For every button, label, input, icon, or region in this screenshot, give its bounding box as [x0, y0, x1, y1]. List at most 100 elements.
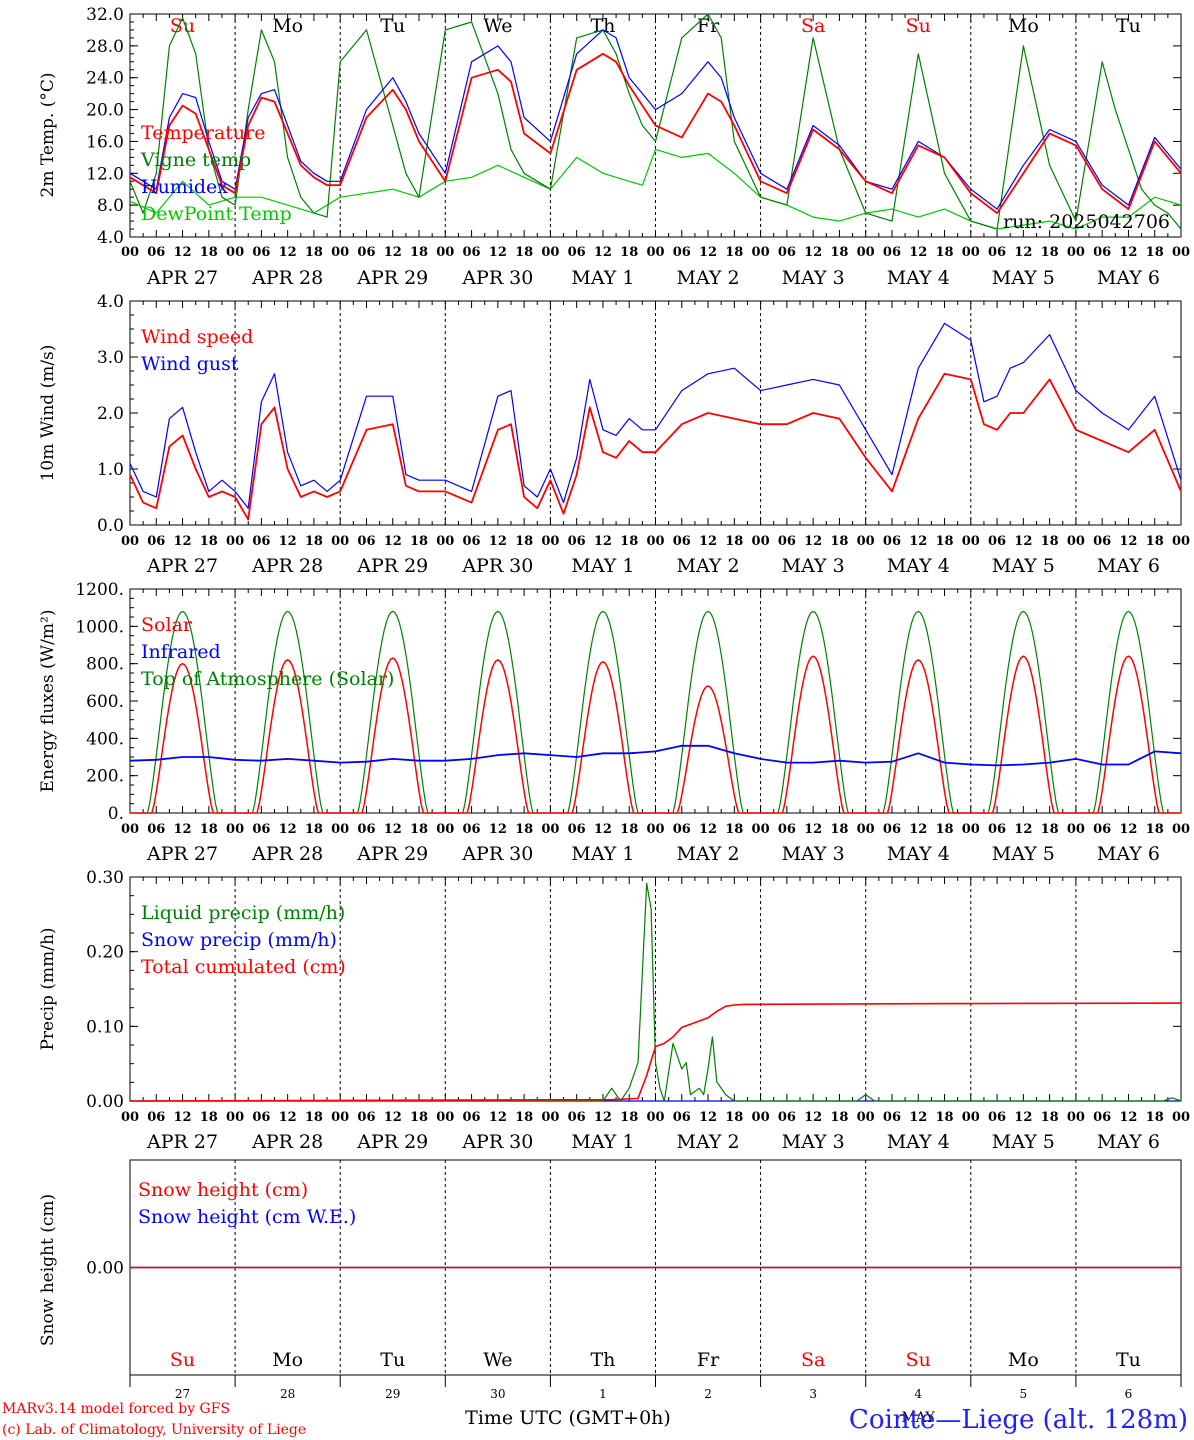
legend-entry: Total cumulated (cm): [141, 956, 346, 978]
bottom-day-number: 28: [280, 1387, 295, 1401]
x-hour-label: 00: [646, 534, 664, 549]
x-hour-label: 12: [489, 245, 507, 260]
x-hour-label: 18: [305, 1110, 323, 1125]
x-hour-label: 18: [620, 534, 638, 549]
x-hour-label: 18: [515, 822, 533, 837]
x-hour-label: 12: [174, 245, 192, 260]
x-hour-label: 12: [804, 1110, 822, 1125]
y-tick-label: 0.00: [86, 1092, 124, 1112]
bottom-day-number: 3: [809, 1387, 817, 1401]
x-hour-label: 18: [620, 822, 638, 837]
x-hour-label: 06: [568, 1110, 586, 1125]
x-hour-label: 18: [305, 534, 323, 549]
x-date-label: MAY 4: [887, 267, 950, 289]
x-hour-label: 00: [1067, 245, 1085, 260]
x-date-label: MAY 4: [887, 843, 950, 865]
x-hour-label: 00: [121, 245, 139, 260]
x-date-label: MAY 5: [992, 1131, 1055, 1153]
y-axis-label: Energy fluxes (W/m²): [38, 610, 58, 793]
x-hour-label: 06: [147, 534, 165, 549]
y-axis-label: 10m Wind (m/s): [38, 345, 58, 482]
x-hour-label: 18: [305, 245, 323, 260]
y-tick-label: 12.0: [86, 164, 124, 184]
bottom-day-abbr: Fr: [697, 1349, 720, 1371]
x-hour-label: 00: [331, 245, 349, 260]
x-hour-label: 12: [909, 1110, 927, 1125]
x-hour-label: 00: [226, 822, 244, 837]
x-hour-label: 18: [410, 534, 428, 549]
x-hour-label: 18: [620, 1110, 638, 1125]
series-solar: [130, 655, 1181, 814]
x-hour-label: 06: [357, 534, 375, 549]
x-hour-label: 12: [699, 1110, 717, 1125]
x-hour-label: 18: [1041, 822, 1059, 837]
x-hour-label: 18: [935, 534, 953, 549]
x-date-label: MAY 1: [571, 843, 634, 865]
x-hour-label: 12: [489, 822, 507, 837]
x-date-label: APR 29: [356, 555, 428, 577]
x-hour-label: 06: [252, 822, 270, 837]
x-hour-label: 06: [252, 245, 270, 260]
x-hour-label: 12: [1119, 245, 1137, 260]
x-hour-label: 12: [699, 245, 717, 260]
x-hour-label: 18: [410, 822, 428, 837]
x-date-label: APR 28: [251, 843, 323, 865]
x-hour-label: 06: [252, 1110, 270, 1125]
legend-entry: Wind speed: [141, 326, 253, 348]
day-abbr-label: Th: [590, 15, 615, 37]
x-hour-label: 00: [646, 822, 664, 837]
x-date-label: MAY 5: [992, 843, 1055, 865]
x-hour-label: 06: [673, 822, 691, 837]
x-hour-label: 12: [1014, 534, 1032, 549]
x-hour-label: 06: [673, 534, 691, 549]
x-date-label: APR 29: [356, 267, 428, 289]
x-hour-label: 12: [594, 1110, 612, 1125]
x-date-label: APR 27: [146, 1131, 218, 1153]
day-abbr-label: Tu: [1116, 15, 1141, 37]
x-hour-label: 06: [568, 245, 586, 260]
bottom-day-abbr: Sa: [801, 1349, 825, 1371]
bottom-day-number: 6: [1125, 1387, 1133, 1401]
legend-entry: Wind gust: [141, 353, 239, 375]
x-hour-label: 18: [515, 534, 533, 549]
x-date-label: MAY 3: [782, 843, 845, 865]
x-hour-label: 06: [988, 1110, 1006, 1125]
x-hour-label: 00: [121, 534, 139, 549]
x-hour-label: 12: [909, 534, 927, 549]
panel-4: 0.00 0.10 0.20 0.30 Precip (mm/h) 00 06 12 18 APR…: [38, 868, 1190, 1153]
x-hour-label: 12: [174, 534, 192, 549]
x-date-label: MAY 1: [571, 267, 634, 289]
x-hour-label: 18: [410, 1110, 428, 1125]
x-hour-label: 06: [883, 245, 901, 260]
bottom-day-abbr: Mo: [272, 1349, 303, 1371]
run-annotation: run: 2025042706: [1003, 211, 1170, 233]
bottom-day-number: 1: [599, 1387, 607, 1401]
x-hour-label: 18: [725, 822, 743, 837]
bottom-day-number: 5: [1020, 1387, 1028, 1401]
series-dewpoint-temp: [129, 148, 1182, 230]
x-hour-label: 12: [804, 245, 822, 260]
x-hour-label: 18: [935, 245, 953, 260]
y-tick-label: 4.0: [97, 228, 124, 248]
x-date-label: MAY 4: [887, 1131, 950, 1153]
x-hour-label: 12: [594, 822, 612, 837]
x-hour-label: 00: [541, 822, 559, 837]
x-hour-label: 06: [883, 1110, 901, 1125]
x-date-label: MAY 6: [1097, 555, 1160, 577]
bottom-day-number: 27: [175, 1387, 190, 1401]
legend-entry: Solar: [141, 614, 193, 636]
x-hour-label: 06: [463, 245, 481, 260]
x-hour-label: 00: [121, 822, 139, 837]
x-hour-label: 00: [436, 534, 454, 549]
x-hour-label: 06: [147, 245, 165, 260]
x-hour-label: 18: [200, 1110, 218, 1125]
x-date-label: MAY 3: [782, 555, 845, 577]
y-tick-label: 400.: [86, 729, 124, 749]
x-date-label: MAY 4: [887, 555, 950, 577]
x-hour-label: 18: [1146, 1110, 1164, 1125]
x-date-label: MAY 6: [1097, 1131, 1160, 1153]
x-date-label: MAY 2: [677, 1131, 740, 1153]
x-hour-label: 00: [646, 1110, 664, 1125]
x-hour-label: 06: [357, 245, 375, 260]
